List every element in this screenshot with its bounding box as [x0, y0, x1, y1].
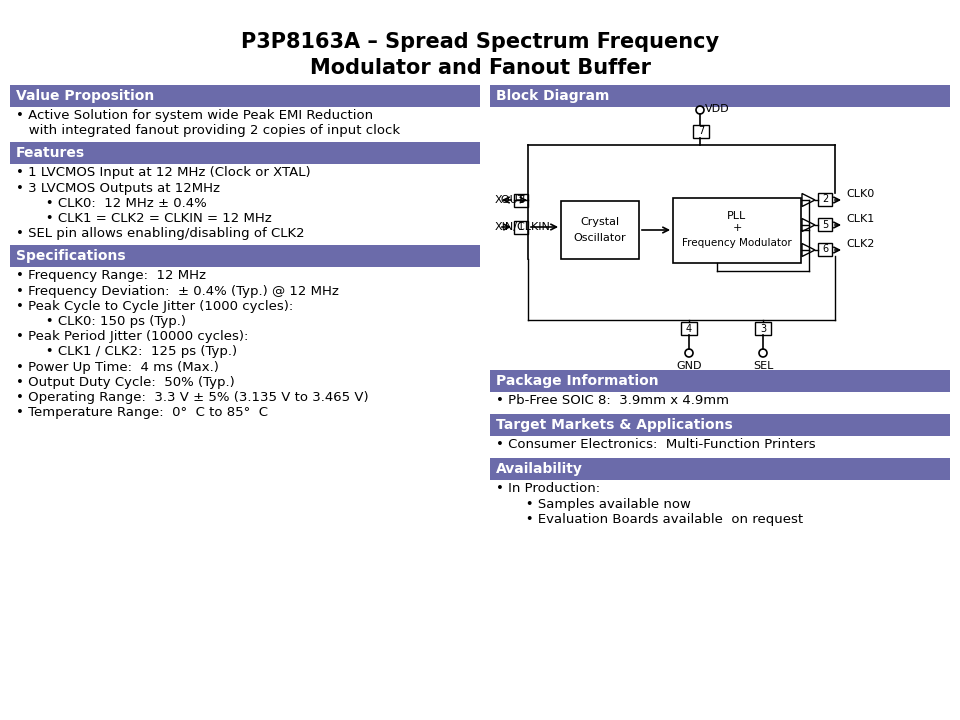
Text: Oscillator: Oscillator [574, 233, 626, 243]
Text: • Peak Cycle to Cycle Jitter (1000 cycles):: • Peak Cycle to Cycle Jitter (1000 cycle… [16, 300, 293, 312]
Text: Block Diagram: Block Diagram [496, 89, 610, 103]
FancyBboxPatch shape [490, 414, 950, 436]
FancyBboxPatch shape [693, 125, 709, 138]
Text: Crystal: Crystal [581, 217, 619, 227]
Text: Frequency Modulator: Frequency Modulator [683, 238, 792, 248]
Text: Target Markets & Applications: Target Markets & Applications [496, 418, 732, 432]
Text: • In Production:: • In Production: [496, 482, 600, 495]
Polygon shape [802, 218, 815, 232]
FancyBboxPatch shape [818, 243, 832, 256]
Text: • CLK1 / CLK2:  125 ps (Typ.): • CLK1 / CLK2: 125 ps (Typ.) [16, 346, 237, 359]
Text: • Power Up Time:  4 ms (Max.): • Power Up Time: 4 ms (Max.) [16, 361, 219, 374]
Text: • Evaluation Boards available  on request: • Evaluation Boards available on request [496, 513, 804, 526]
FancyBboxPatch shape [673, 197, 801, 263]
Text: Value Proposition: Value Proposition [16, 89, 155, 103]
Text: CLK0: CLK0 [846, 189, 875, 199]
Text: GND: GND [676, 361, 702, 371]
Polygon shape [802, 194, 815, 207]
FancyBboxPatch shape [514, 220, 528, 233]
Text: • Frequency Deviation:  ± 0.4% (Typ.) @ 12 MHz: • Frequency Deviation: ± 0.4% (Typ.) @ 1… [16, 284, 339, 297]
Text: +: + [732, 223, 742, 233]
Text: SEL: SEL [753, 361, 773, 371]
FancyBboxPatch shape [490, 370, 950, 392]
Text: • 1 LVCMOS Input at 12 MHz (Clock or XTAL): • 1 LVCMOS Input at 12 MHz (Clock or XTA… [16, 166, 311, 179]
FancyBboxPatch shape [514, 194, 528, 207]
FancyBboxPatch shape [490, 85, 950, 107]
Text: 6: 6 [822, 245, 828, 254]
Text: • CLK0:  12 MHz ± 0.4%: • CLK0: 12 MHz ± 0.4% [16, 197, 206, 210]
Text: PLL: PLL [728, 211, 747, 221]
Text: 5: 5 [822, 220, 828, 230]
FancyBboxPatch shape [10, 246, 480, 267]
Text: Availability: Availability [496, 462, 583, 477]
FancyBboxPatch shape [10, 85, 480, 107]
Polygon shape [802, 243, 815, 256]
Text: XOUT: XOUT [495, 195, 525, 205]
Text: CLK2: CLK2 [846, 239, 875, 249]
Text: P3P8163A – Spread Spectrum Frequency: P3P8163A – Spread Spectrum Frequency [241, 32, 719, 52]
Text: 1: 1 [518, 222, 524, 232]
Text: • Temperature Range:  0°  C to 85°  C: • Temperature Range: 0° C to 85° C [16, 406, 268, 419]
Text: Features: Features [16, 146, 85, 161]
Text: • Output Duty Cycle:  50% (Typ.): • Output Duty Cycle: 50% (Typ.) [16, 376, 235, 389]
Text: 2: 2 [822, 194, 828, 204]
Text: • SEL pin allows enabling/disabling of CLK2: • SEL pin allows enabling/disabling of C… [16, 228, 304, 240]
Text: 7: 7 [698, 127, 704, 137]
Text: • CLK0: 150 ps (Typ.): • CLK0: 150 ps (Typ.) [16, 315, 186, 328]
FancyBboxPatch shape [681, 322, 697, 335]
FancyBboxPatch shape [818, 193, 832, 206]
Text: with integrated fanout providing 2 copies of input clock: with integrated fanout providing 2 copie… [16, 124, 400, 138]
Text: 3: 3 [760, 323, 766, 333]
Text: Package Information: Package Information [496, 374, 659, 388]
Text: • Consumer Electronics:  Multi-Function Printers: • Consumer Electronics: Multi-Function P… [496, 438, 816, 451]
FancyBboxPatch shape [490, 459, 950, 480]
Text: • 3 LVCMOS Outputs at 12MHz: • 3 LVCMOS Outputs at 12MHz [16, 181, 220, 194]
Text: CLK1: CLK1 [846, 214, 875, 224]
Text: 4: 4 [686, 323, 692, 333]
Text: XIN/CLKIN: XIN/CLKIN [495, 222, 551, 232]
Text: • Frequency Range:  12 MHz: • Frequency Range: 12 MHz [16, 269, 206, 282]
Text: • Peak Period Jitter (10000 cycles):: • Peak Period Jitter (10000 cycles): [16, 330, 249, 343]
Text: 8: 8 [518, 195, 524, 205]
Text: • Samples available now: • Samples available now [496, 498, 691, 510]
FancyBboxPatch shape [755, 322, 771, 335]
Text: • Active Solution for system wide Peak EMI Reduction: • Active Solution for system wide Peak E… [16, 109, 373, 122]
Text: Modulator and Fanout Buffer: Modulator and Fanout Buffer [309, 58, 651, 78]
Text: Specifications: Specifications [16, 249, 126, 264]
Text: • CLK1 = CLK2 = CLKIN = 12 MHz: • CLK1 = CLK2 = CLKIN = 12 MHz [16, 212, 272, 225]
FancyBboxPatch shape [561, 201, 639, 259]
Text: VDD: VDD [705, 104, 730, 114]
Text: • Operating Range:  3.3 V ± 5% (3.135 V to 3.465 V): • Operating Range: 3.3 V ± 5% (3.135 V t… [16, 391, 369, 404]
Text: • Pb-Free SOIC 8:  3.9mm x 4.9mm: • Pb-Free SOIC 8: 3.9mm x 4.9mm [496, 394, 729, 407]
FancyBboxPatch shape [10, 143, 480, 164]
FancyBboxPatch shape [818, 218, 832, 231]
